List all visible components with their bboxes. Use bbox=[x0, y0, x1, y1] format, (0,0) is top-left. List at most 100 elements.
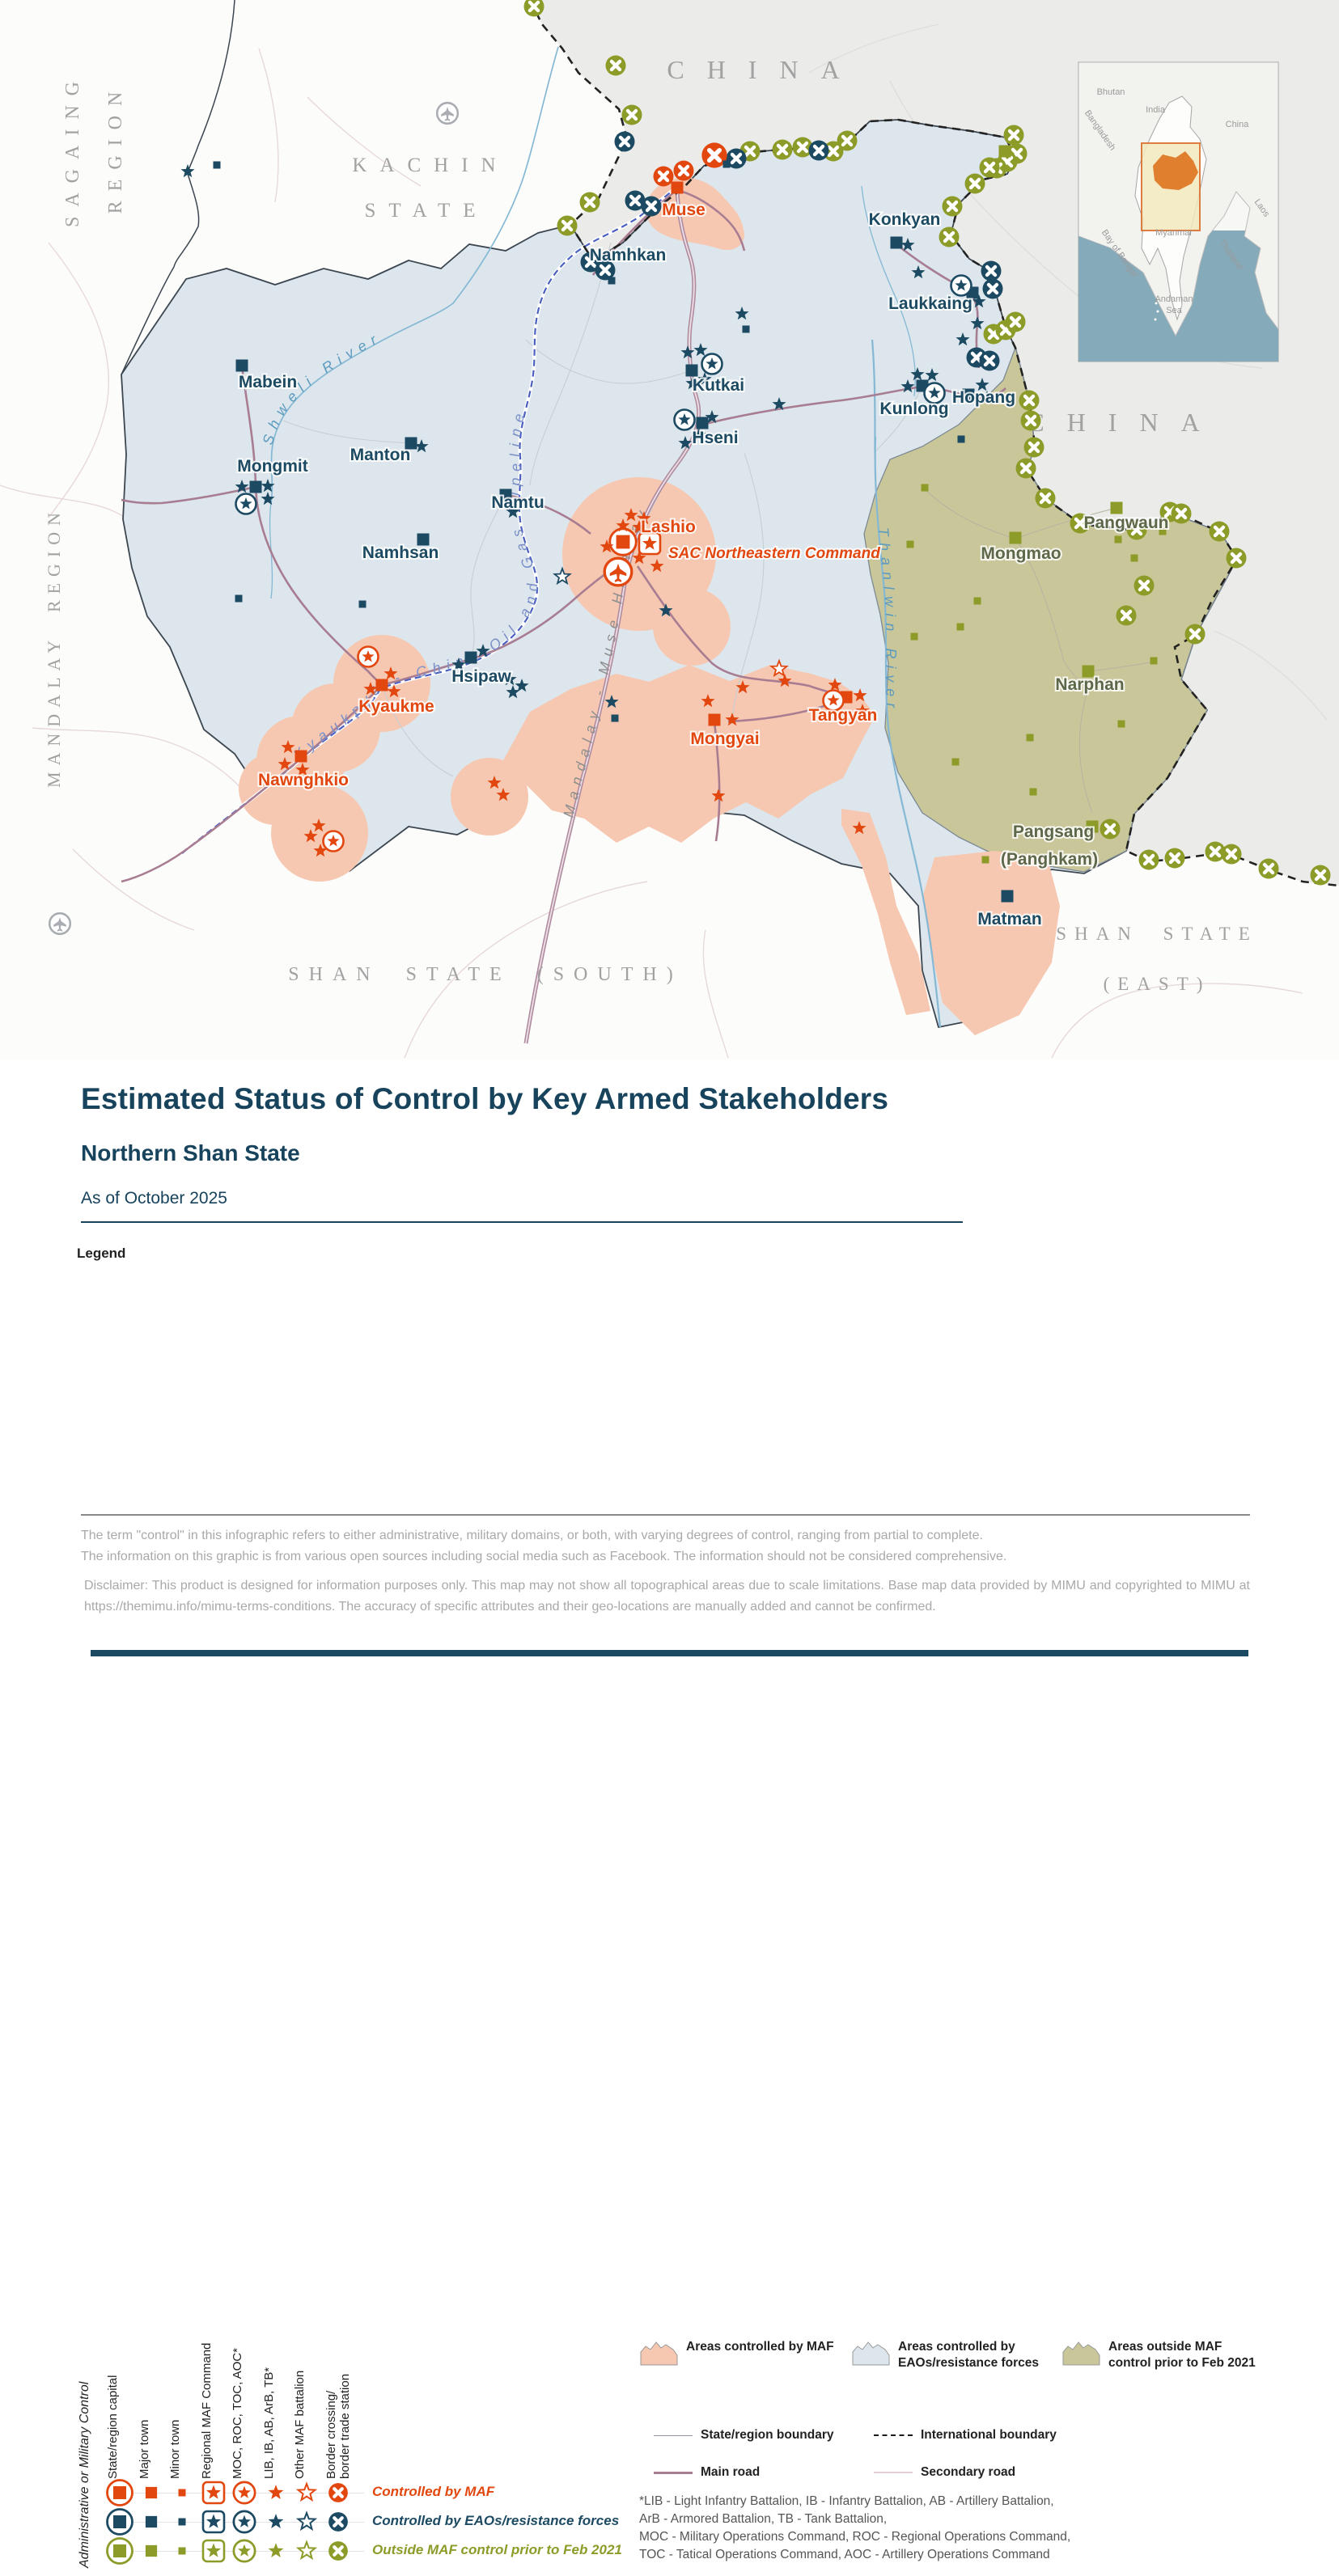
marker-star-maf bbox=[363, 682, 378, 696]
legend-state-boundary: State/region boundary bbox=[654, 2428, 834, 2443]
inset-label-bhutan: Bhutan bbox=[1097, 87, 1125, 97]
legend-row-label-maf: Controlled by MAF bbox=[372, 2484, 495, 2499]
marker-sq-pre bbox=[1082, 665, 1095, 678]
town-label-matman: Matman bbox=[977, 910, 1041, 928]
marker-sq-maf bbox=[708, 713, 721, 726]
marker-star-eao bbox=[735, 307, 749, 320]
legend-symbol-sqc-eao bbox=[102, 2506, 138, 2538]
marker-x-pre bbox=[557, 215, 578, 236]
legend-area-eao: Areas controlled by EAOs/resistance forc… bbox=[851, 2339, 1056, 2371]
legend-symbol-star-pre bbox=[258, 2535, 294, 2567]
marker-x-pre bbox=[1023, 437, 1045, 458]
town-label-muse: Muse bbox=[662, 201, 706, 219]
marker-star-maf bbox=[637, 511, 651, 525]
marker-sqs-pre bbox=[973, 597, 981, 605]
marker-star-maf bbox=[725, 713, 739, 726]
legend-area-pre2021: Areas outside MAF control prior to Feb 2… bbox=[1061, 2339, 1266, 2371]
marker-starc-maf bbox=[822, 689, 845, 712]
legend-symbol-sqc-pre bbox=[102, 2535, 138, 2567]
marker-sq-eao bbox=[696, 417, 709, 429]
legend-areas-lines: Areas controlled by MAF Areas controlled… bbox=[631, 2305, 1270, 2576]
marker-star-maf bbox=[650, 559, 664, 573]
legend-secondary-road: Secondary road bbox=[874, 2465, 1015, 2480]
marker-sqs-eao bbox=[358, 600, 367, 608]
town-label-panghkam: (Panghkam) bbox=[1001, 850, 1098, 869]
marker-star-eao bbox=[261, 479, 275, 493]
map-markers bbox=[48, 0, 1331, 936]
marker-sq-eao bbox=[685, 364, 698, 377]
legend-column-header: State/region capital bbox=[106, 2375, 120, 2479]
town-label-hsipaw: Hsipaw bbox=[451, 667, 511, 686]
legend-symbol-starsq-eao bbox=[196, 2506, 231, 2538]
marker-starc-eao bbox=[701, 353, 723, 375]
marker-x-pre bbox=[1126, 519, 1147, 540]
state-boundary-sample bbox=[654, 2434, 693, 2436]
marker-x-pre bbox=[772, 139, 793, 160]
abbreviation-footnote: *LIB - Light Infantry Battalion, IB - In… bbox=[639, 2494, 1071, 2561]
marker-sqs-eao bbox=[235, 594, 243, 603]
legend-symbol-star-maf bbox=[258, 2477, 294, 2509]
marker-starc-eao bbox=[923, 382, 946, 404]
marker-plane-gray bbox=[435, 101, 460, 125]
marker-star-maf bbox=[303, 829, 318, 843]
inset-highlight-region bbox=[1153, 151, 1198, 190]
state-boundary bbox=[121, 0, 235, 375]
marker-x-pre bbox=[979, 157, 1000, 178]
international-boundary-sample bbox=[874, 2434, 913, 2436]
marker-star-eao bbox=[697, 372, 712, 386]
marker-sqs-pre bbox=[1026, 734, 1034, 742]
page-title: Estimated Status of Control by Key Armed… bbox=[81, 1082, 889, 1115]
legend-column-header: Border crossing/ border trade station bbox=[324, 2373, 352, 2479]
marker-star-maf bbox=[496, 788, 511, 802]
inset-bay bbox=[1078, 236, 1123, 313]
marker-star-maf bbox=[487, 776, 502, 789]
marker-x-pre bbox=[1100, 818, 1121, 840]
marker-x-pre bbox=[1035, 488, 1056, 509]
region-label: CHINA bbox=[667, 55, 862, 84]
marker-starc-maf bbox=[357, 645, 379, 668]
marker-x-pre bbox=[1070, 513, 1091, 534]
marker-sqs-pre bbox=[1159, 527, 1167, 535]
town-label-konkyan: Konkyan bbox=[869, 210, 941, 229]
marker-star-eao bbox=[515, 679, 529, 692]
marker-x-maf bbox=[673, 160, 694, 181]
marker-star-eao bbox=[772, 397, 786, 411]
secondary-road-label: Secondary road bbox=[921, 2465, 1016, 2479]
legend-symbol-sqs-eao bbox=[164, 2506, 200, 2538]
marker-star-eao bbox=[692, 428, 706, 442]
marker-x-pre bbox=[837, 130, 858, 151]
town-label-pangwaun: Pangwaun bbox=[1083, 514, 1168, 532]
legend-symbol-starc-eao bbox=[227, 2506, 262, 2538]
marker-sq-eao bbox=[235, 359, 248, 372]
legend-column-header: MOC, ROC, TOC, AOC* bbox=[231, 2348, 244, 2479]
marker-x-eao bbox=[979, 350, 1000, 371]
marker-star-eao bbox=[604, 695, 619, 709]
marker-star-eao bbox=[678, 436, 693, 450]
marker-sq-pre bbox=[1110, 501, 1123, 514]
marker-star-maf bbox=[735, 680, 750, 694]
marker-star-eao bbox=[910, 367, 925, 381]
region-label: MANDALAY REGION bbox=[44, 506, 64, 788]
marker-x-pre bbox=[939, 226, 960, 247]
area-swatch-pre2021 bbox=[1062, 2341, 1100, 2366]
township-boundaries bbox=[282, 242, 923, 777]
legend-area-maf: Areas controlled by MAF bbox=[639, 2339, 844, 2370]
marker-star-eao bbox=[972, 294, 986, 308]
marker-x-pre bbox=[1184, 624, 1206, 645]
info-panel: Estimated Status of Control by Key Armed… bbox=[0, 1060, 1339, 2568]
marker-sqs-pre bbox=[1114, 535, 1122, 544]
legend-symbol-staro-eao bbox=[289, 2506, 324, 2538]
marker-x-pre bbox=[1003, 125, 1024, 146]
legend-column-header: Other MAF battalion bbox=[293, 2370, 307, 2479]
marker-star-maf bbox=[281, 740, 295, 754]
marker-starc-eao bbox=[950, 274, 972, 297]
marker-sqs-pre bbox=[1029, 788, 1037, 796]
region-labels: SAGAING REGION MANDALAY REGION KACHIN STATE C… bbox=[44, 55, 1250, 994]
marker-star-maf bbox=[624, 508, 638, 522]
marker-sq-eao bbox=[417, 533, 430, 546]
marker-sqs-eao bbox=[213, 161, 221, 169]
marker-star-maf bbox=[311, 818, 326, 832]
marker-star-eao bbox=[659, 603, 673, 617]
marker-x-pre bbox=[1005, 311, 1026, 332]
town-label-mongyai: Mongyai bbox=[690, 730, 759, 748]
